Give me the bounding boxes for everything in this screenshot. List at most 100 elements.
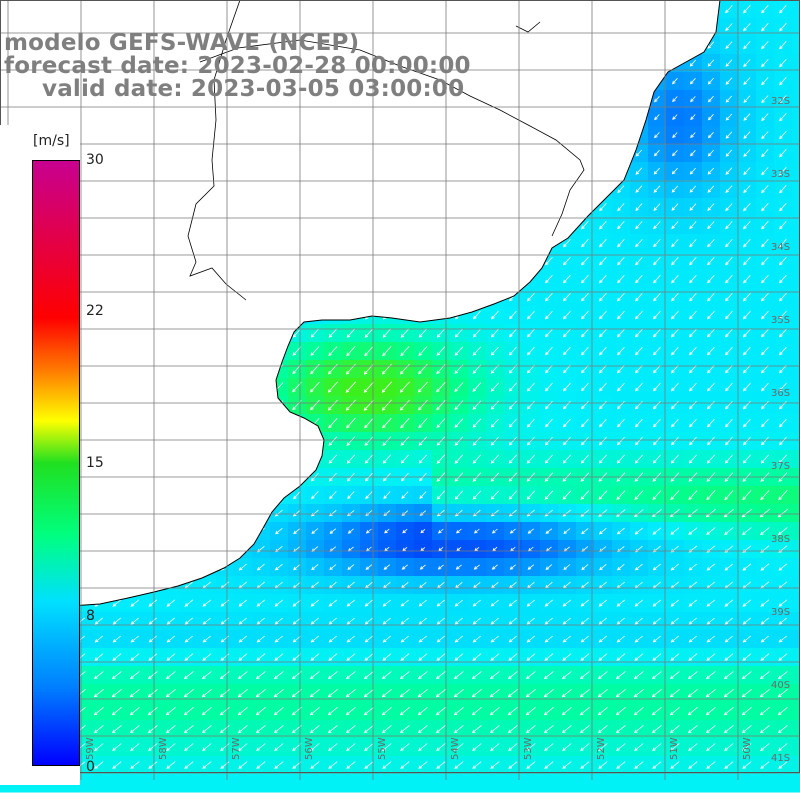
wind-arrow bbox=[741, 671, 752, 680]
wind-arrow bbox=[310, 653, 320, 661]
wind-arrow bbox=[489, 725, 500, 734]
wind-arrow bbox=[635, 257, 643, 266]
wind-arrow bbox=[688, 490, 698, 501]
wind-arrow bbox=[761, 5, 769, 14]
wind-arrow bbox=[166, 743, 176, 752]
wind-arrow bbox=[489, 688, 500, 698]
wind-arrow bbox=[670, 599, 680, 607]
wind-arrow bbox=[94, 653, 104, 661]
wind-arrow bbox=[544, 382, 553, 392]
wind-arrow bbox=[669, 688, 680, 698]
wind-arrow bbox=[581, 418, 589, 428]
wind-arrow bbox=[690, 132, 696, 139]
wind-arrow bbox=[671, 347, 679, 356]
wind-arrow bbox=[455, 564, 462, 570]
wind-arrow bbox=[544, 761, 554, 769]
wind-arrow bbox=[328, 436, 338, 446]
wind-arrow bbox=[671, 203, 679, 211]
wind-arrow bbox=[616, 743, 626, 752]
wind-arrow bbox=[329, 491, 337, 500]
wind-arrow bbox=[706, 617, 715, 625]
wind-arrow bbox=[599, 239, 607, 248]
wind-arrow bbox=[616, 635, 625, 643]
wind-arrow bbox=[490, 454, 499, 464]
wind-arrow bbox=[760, 527, 770, 536]
wind-arrow bbox=[688, 617, 697, 625]
wind-arrow bbox=[255, 725, 266, 734]
wind-arrow bbox=[364, 417, 374, 429]
wind-arrow bbox=[363, 706, 374, 716]
lon-label: 56W bbox=[304, 737, 315, 760]
wind-arrow bbox=[707, 41, 715, 49]
wind-arrow bbox=[634, 490, 644, 501]
wind-arrow bbox=[742, 527, 752, 536]
wind-arrow bbox=[526, 454, 535, 464]
wind-arrow bbox=[274, 617, 283, 625]
legend-tick-15: 15 bbox=[86, 455, 104, 471]
wind-arrow bbox=[292, 328, 301, 338]
wind-arrow bbox=[453, 688, 464, 698]
wind-arrow bbox=[454, 743, 464, 752]
wind-arrow bbox=[743, 239, 751, 248]
wind-arrow bbox=[382, 328, 392, 338]
wind-cell bbox=[486, 774, 505, 793]
wind-arrow bbox=[635, 167, 643, 175]
wind-arrow bbox=[687, 671, 698, 680]
wind-arrow bbox=[563, 364, 571, 374]
wind-arrow bbox=[778, 617, 787, 625]
wind-arrow bbox=[761, 203, 769, 212]
wind-arrow bbox=[707, 311, 715, 320]
wind-arrow bbox=[401, 510, 409, 516]
wind-cell bbox=[792, 756, 800, 775]
wind-arrow bbox=[147, 671, 158, 680]
title-forecast-date: forecast date: 2023-02-28 00:00:00 bbox=[4, 53, 471, 79]
wind-arrow bbox=[274, 743, 284, 752]
wind-arrow bbox=[220, 617, 229, 625]
wind-arrow bbox=[238, 761, 248, 769]
wind-arrow bbox=[653, 329, 661, 338]
wind-cell bbox=[792, 216, 800, 235]
wind-arrow bbox=[471, 725, 482, 734]
wind-arrow bbox=[743, 185, 751, 194]
wind-arrow bbox=[707, 419, 715, 428]
wind-arrow bbox=[671, 365, 679, 374]
wind-arrow bbox=[580, 509, 590, 517]
wind-arrow bbox=[293, 563, 301, 571]
wind-arrow bbox=[617, 401, 625, 410]
land-mass bbox=[0, 0, 720, 612]
wind-arrow bbox=[346, 635, 355, 643]
wind-arrow bbox=[707, 436, 715, 446]
wind-arrow bbox=[473, 310, 481, 320]
wind-cell bbox=[792, 270, 800, 289]
wind-arrow bbox=[670, 653, 680, 661]
wind-arrow bbox=[742, 743, 752, 752]
wind-arrow bbox=[759, 671, 770, 680]
wind-arrow bbox=[777, 688, 788, 698]
wind-arrow bbox=[617, 275, 625, 284]
wind-arrow bbox=[418, 761, 428, 769]
wind-arrow bbox=[671, 239, 679, 248]
wind-arrow bbox=[690, 96, 696, 103]
wind-arrow bbox=[328, 599, 338, 607]
wind-arrow bbox=[581, 293, 589, 302]
wind-arrow bbox=[707, 149, 714, 157]
wind-arrow bbox=[310, 328, 319, 338]
wind-arrow bbox=[544, 490, 554, 500]
wind-arrow bbox=[402, 528, 408, 534]
wind-arrow bbox=[545, 257, 553, 266]
wind-arrow bbox=[706, 761, 716, 769]
wind-arrow bbox=[688, 743, 698, 752]
wind-arrow bbox=[525, 706, 536, 716]
wind-arrow bbox=[454, 761, 464, 769]
wind-arrow bbox=[598, 743, 608, 752]
wind-arrow bbox=[689, 257, 697, 266]
wind-arrow bbox=[743, 23, 751, 32]
wind-arrow bbox=[563, 311, 571, 320]
wind-arrow bbox=[761, 419, 769, 428]
wind-arrow bbox=[201, 725, 212, 734]
wind-arrow bbox=[328, 454, 337, 464]
wind-arrow bbox=[743, 383, 751, 392]
wind-arrow bbox=[526, 617, 535, 625]
wind-arrow bbox=[490, 418, 499, 428]
wind-arrow bbox=[635, 239, 643, 248]
